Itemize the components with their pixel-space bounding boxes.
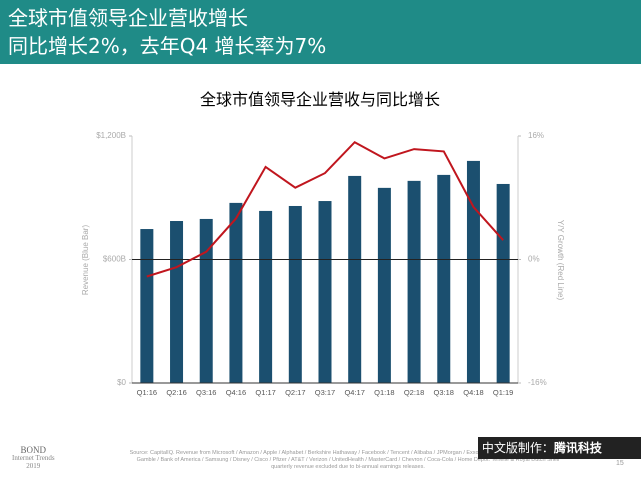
bar <box>466 160 480 383</box>
bar <box>170 221 184 383</box>
source-note: Source: CapitalIQ. Revenue from Microsof… <box>129 450 567 470</box>
chart-title: 全球市值领导企业营收与同比增长 <box>200 91 440 109</box>
y-tick-label: $1,200B <box>96 131 126 140</box>
x-tick-label: Q1:17 <box>255 388 275 397</box>
x-tick-label: Q2:17 <box>285 388 305 397</box>
brand-sub: Internet Trends <box>12 454 55 462</box>
bar <box>199 218 213 383</box>
x-tick-label: Q2:18 <box>404 388 424 397</box>
brand: BOND Internet Trends 2019 <box>12 445 55 471</box>
x-tick-label: Q3:17 <box>315 388 335 397</box>
bar <box>288 205 302 383</box>
maker-name: 腾讯科技 <box>553 441 602 455</box>
brand-year: 2019 <box>26 462 41 470</box>
x-tick-label: Q4:18 <box>463 388 483 397</box>
bar <box>259 210 273 383</box>
y2-tick-label: 0% <box>528 255 540 264</box>
bar <box>348 175 362 383</box>
x-tick-label: Q1:16 <box>137 388 157 397</box>
x-tick-label: Q2:16 <box>166 388 186 397</box>
bar <box>318 201 332 383</box>
y2-tick-label: 16% <box>528 131 544 140</box>
bar <box>140 229 154 383</box>
maker-box: 中文版制作：腾讯科技 <box>478 437 641 459</box>
x-tick-label: Q4:16 <box>226 388 246 397</box>
x-tick-label: Q3:16 <box>196 388 216 397</box>
growth-line <box>146 140 504 278</box>
header-band: 全球市值领导企业营收增长 同比增长2%，去年Q4 增长率为7% <box>0 0 641 64</box>
y2-axis-label: Y/Y Growth (Red Line) <box>556 220 565 301</box>
title-line: 全球市值领导企业营收增长 <box>8 6 248 30</box>
y2-tick-label: -16% <box>528 378 547 387</box>
x-tick-label: Q1:18 <box>374 388 394 397</box>
y-tick-label: $0 <box>117 378 126 387</box>
x-tick-label: Q4:17 <box>344 388 364 397</box>
maker-label: 中文版制作： <box>481 441 554 455</box>
y-axis-label: Revenue (Blue Bar) <box>81 225 90 296</box>
bar <box>377 187 391 383</box>
bar <box>496 183 510 383</box>
bar <box>437 174 451 383</box>
bar <box>407 180 421 383</box>
x-tick-label: Q1:19 <box>493 388 513 397</box>
title-line: 同比增长2%，去年Q4 增长率为7% <box>8 34 327 58</box>
bar <box>229 202 243 383</box>
y-tick-label: $600B <box>103 255 126 264</box>
brand-name: BOND <box>20 445 47 455</box>
x-tick-label: Q3:18 <box>434 388 454 397</box>
page-number: 15 <box>616 460 624 467</box>
